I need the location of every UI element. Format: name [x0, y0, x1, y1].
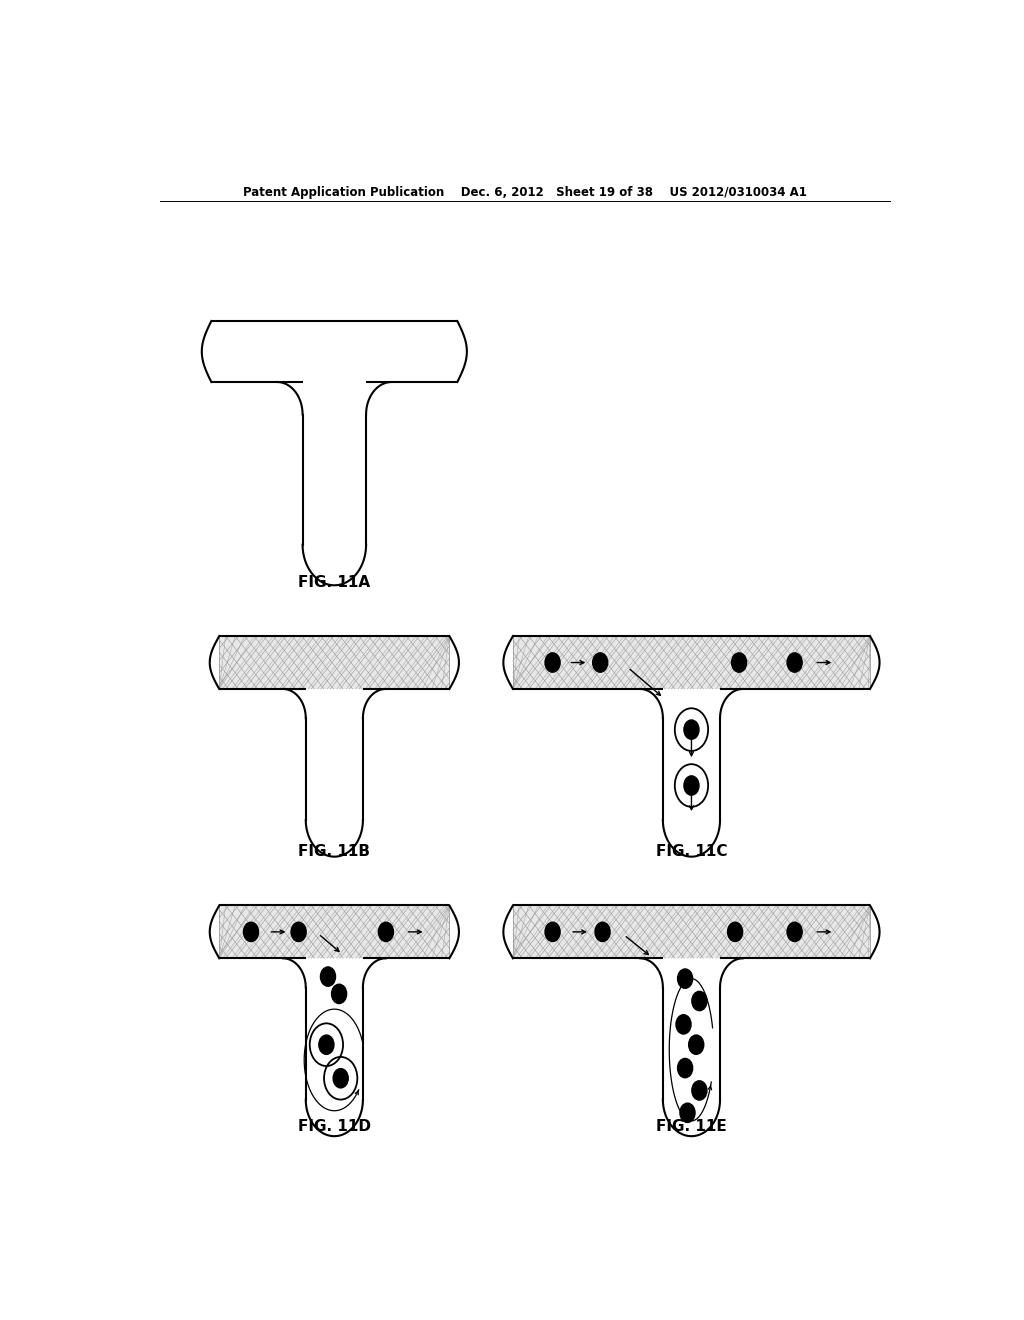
- Circle shape: [684, 719, 699, 739]
- Circle shape: [595, 923, 610, 941]
- Text: FIG. 11D: FIG. 11D: [298, 1119, 371, 1134]
- Text: FIG. 11E: FIG. 11E: [656, 1119, 727, 1134]
- Circle shape: [678, 1059, 692, 1077]
- Circle shape: [545, 653, 560, 672]
- Circle shape: [332, 985, 347, 1003]
- Bar: [219, 906, 450, 958]
- Text: FIG. 11A: FIG. 11A: [298, 576, 371, 590]
- Circle shape: [692, 1081, 707, 1100]
- Circle shape: [333, 1069, 348, 1088]
- Circle shape: [244, 923, 258, 941]
- Circle shape: [787, 653, 802, 672]
- Bar: [513, 906, 870, 958]
- Bar: [219, 636, 450, 689]
- Circle shape: [676, 1015, 691, 1034]
- Circle shape: [379, 923, 393, 941]
- Circle shape: [321, 968, 336, 986]
- Circle shape: [731, 653, 746, 672]
- Circle shape: [787, 923, 802, 941]
- Text: Patent Application Publication    Dec. 6, 2012   Sheet 19 of 38    US 2012/03100: Patent Application Publication Dec. 6, 2…: [243, 186, 807, 199]
- Circle shape: [545, 923, 560, 941]
- Circle shape: [680, 1104, 695, 1122]
- Bar: [513, 636, 870, 689]
- Circle shape: [692, 991, 707, 1011]
- Circle shape: [318, 1035, 334, 1055]
- Text: FIG. 11B: FIG. 11B: [298, 845, 371, 859]
- Circle shape: [684, 776, 699, 795]
- Circle shape: [689, 1035, 703, 1055]
- Text: FIG. 11C: FIG. 11C: [655, 845, 727, 859]
- Circle shape: [678, 969, 692, 989]
- Circle shape: [291, 923, 306, 941]
- Circle shape: [728, 923, 742, 941]
- Circle shape: [593, 653, 607, 672]
